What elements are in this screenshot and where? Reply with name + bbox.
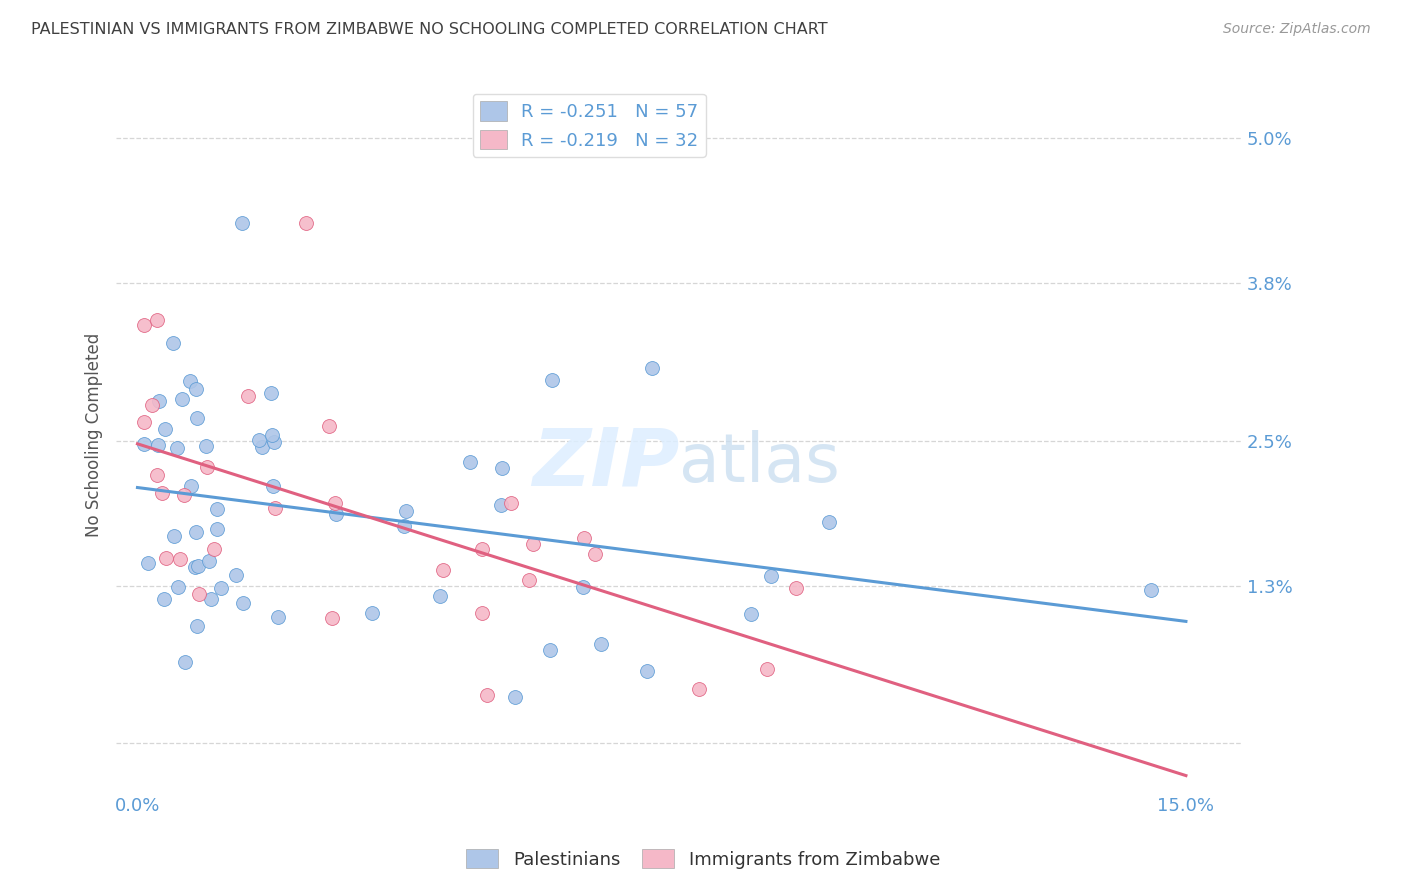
Legend: Palestinians, Immigrants from Zimbabwe: Palestinians, Immigrants from Zimbabwe [458, 842, 948, 876]
Point [538, 643, 561, 657]
Point [153, 422, 176, 436]
Point [755, 662, 778, 676]
Point [136, 557, 159, 571]
Point [188, 587, 211, 601]
Point [225, 568, 247, 582]
Point [186, 619, 208, 633]
Point [475, 688, 498, 702]
Point [195, 439, 218, 453]
Point [260, 386, 283, 401]
Point [429, 589, 451, 603]
Point [471, 606, 494, 620]
Point [148, 394, 170, 409]
Point [522, 537, 544, 551]
Point [236, 389, 259, 403]
Point [145, 468, 167, 483]
Point [166, 441, 188, 455]
Point [759, 569, 782, 583]
Point [231, 216, 253, 230]
Point [641, 361, 664, 376]
Point [205, 501, 228, 516]
Point [392, 519, 415, 533]
Text: Source: ZipAtlas.com: Source: ZipAtlas.com [1223, 22, 1371, 37]
Point [200, 592, 222, 607]
Point [572, 531, 595, 545]
Point [205, 522, 228, 536]
Text: atlas: atlas [679, 430, 839, 496]
Point [232, 596, 254, 610]
Point [184, 525, 207, 540]
Point [247, 434, 270, 448]
Point [211, 581, 233, 595]
Point [187, 558, 209, 573]
Point [325, 507, 347, 521]
Point [260, 428, 283, 442]
Point [432, 563, 454, 577]
Point [155, 551, 177, 566]
Point [503, 690, 526, 705]
Point [198, 554, 221, 568]
Point [146, 438, 169, 452]
Point [323, 496, 346, 510]
Point [818, 515, 841, 529]
Point [740, 607, 762, 621]
Point [540, 373, 562, 387]
Point [688, 681, 710, 696]
Point [489, 498, 512, 512]
Y-axis label: No Schooling Completed: No Schooling Completed [86, 333, 103, 537]
Point [262, 479, 284, 493]
Point [179, 374, 201, 388]
Point [173, 655, 195, 669]
Point [471, 541, 494, 556]
Point [152, 486, 174, 500]
Point [204, 541, 226, 556]
Point [180, 479, 202, 493]
Point [264, 500, 287, 515]
Point [184, 560, 207, 574]
Point [1140, 582, 1163, 597]
Point [321, 611, 343, 625]
Point [572, 580, 595, 594]
Point [170, 392, 193, 406]
Point [591, 637, 613, 651]
Point [173, 488, 195, 502]
Point [491, 461, 513, 475]
Point [785, 582, 807, 596]
Point [267, 610, 290, 624]
Point [163, 528, 186, 542]
Legend: R = -0.251   N = 57, R = -0.219   N = 32: R = -0.251 N = 57, R = -0.219 N = 32 [472, 94, 706, 157]
Point [499, 496, 522, 510]
Point [583, 547, 606, 561]
Point [252, 441, 274, 455]
Point [263, 435, 285, 450]
Point [141, 398, 163, 412]
Point [146, 312, 169, 326]
Point [517, 573, 540, 587]
Point [153, 591, 176, 606]
Text: PALESTINIAN VS IMMIGRANTS FROM ZIMBABWE NO SCHOOLING COMPLETED CORRELATION CHART: PALESTINIAN VS IMMIGRANTS FROM ZIMBABWE … [31, 22, 828, 37]
Point [395, 504, 418, 518]
Point [134, 318, 156, 333]
Point [636, 664, 658, 678]
Point [169, 551, 191, 566]
Point [184, 382, 207, 396]
Point [162, 336, 184, 351]
Point [134, 415, 156, 429]
Text: ZIP: ZIP [531, 424, 679, 502]
Point [167, 580, 190, 594]
Point [295, 216, 318, 230]
Point [186, 411, 208, 425]
Point [195, 460, 218, 475]
Point [134, 437, 156, 451]
Point [458, 455, 481, 469]
Point [361, 606, 384, 620]
Point [318, 419, 340, 434]
